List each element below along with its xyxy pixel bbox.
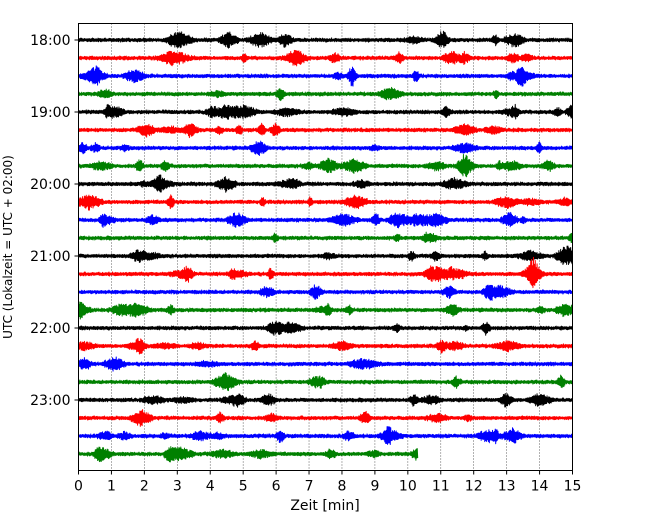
x-tick-label: 4 <box>206 479 215 495</box>
x-tick-label: 7 <box>305 479 314 495</box>
plot-frame <box>78 23 573 471</box>
x-tick-label: 12 <box>465 479 483 495</box>
trace-1945 <box>78 153 573 178</box>
y-axis-ticks: 18:00 19:00 20:00 21:00 22:00 23:00 <box>30 33 79 409</box>
trace-1900 <box>78 103 573 120</box>
trace-2145 <box>78 301 573 320</box>
trace-2230 <box>78 356 573 372</box>
x-tick-label: 5 <box>239 479 248 495</box>
trace-2030 <box>78 211 573 229</box>
y-tick-label: 20:00 <box>30 177 70 193</box>
trace-2315 <box>78 409 573 427</box>
trace-2200 <box>78 320 573 336</box>
trace-lines <box>78 30 573 463</box>
y-tick-label: 18:00 <box>30 33 70 49</box>
trace-2000 <box>78 174 573 193</box>
x-tick-label: 3 <box>173 479 182 495</box>
trace-1800 <box>78 30 573 49</box>
x-tick-label: 11 <box>432 479 450 495</box>
y-tick-label: 23:00 <box>30 393 70 409</box>
trace-2130 <box>78 284 573 301</box>
x-axis-ticks: 0 1 2 3 4 5 6 7 8 9 10 11 12 13 14 15 <box>74 470 582 495</box>
trace-2015 <box>78 194 573 211</box>
x-tick-label: 14 <box>531 479 549 495</box>
trace-2100 <box>78 245 573 266</box>
y-tick-label: 21:00 <box>30 249 70 265</box>
trace-1830 <box>78 65 573 87</box>
trace-2245 <box>78 372 573 392</box>
x-tick-label: 8 <box>338 479 347 495</box>
y-axis-label: UTC (Lokalzeit = UTC + 02:00) <box>1 155 15 339</box>
x-tick-label: 6 <box>272 479 281 495</box>
x-axis-label: Zeit [min] <box>290 498 359 514</box>
trace-2045 <box>78 231 573 244</box>
x-tick-label: 13 <box>498 479 516 495</box>
x-tick-label: 9 <box>370 479 379 495</box>
x-tick-label: 10 <box>399 479 417 495</box>
y-tick-label: 22:00 <box>30 321 70 337</box>
x-tick-label: 2 <box>140 479 149 495</box>
trace-2330 <box>78 426 573 446</box>
x-tick-label: 0 <box>74 479 83 495</box>
trace-2345 <box>78 446 419 463</box>
grid-lines <box>111 23 540 471</box>
trace-1815 <box>78 49 573 67</box>
x-tick-label: 1 <box>107 479 116 495</box>
trace-2215 <box>78 337 573 355</box>
trace-1915 <box>78 122 573 139</box>
trace-2115 <box>78 256 573 289</box>
trace-2300 <box>78 393 573 408</box>
trace-1930 <box>78 140 573 156</box>
x-tick-label: 15 <box>564 479 582 495</box>
trace-1845 <box>78 86 573 102</box>
y-tick-label: 19:00 <box>30 105 70 121</box>
